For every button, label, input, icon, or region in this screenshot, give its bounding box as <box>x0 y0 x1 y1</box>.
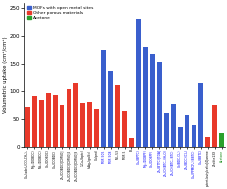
Bar <box>45 93 50 147</box>
Bar <box>52 95 57 147</box>
Bar <box>59 105 64 147</box>
Bar <box>205 137 209 147</box>
Bar <box>170 104 175 147</box>
Bar <box>184 115 189 147</box>
Bar <box>122 111 126 147</box>
Bar <box>156 62 161 147</box>
Bar <box>87 102 92 147</box>
Bar <box>135 19 140 147</box>
Bar <box>73 83 78 147</box>
Bar <box>101 50 106 147</box>
Bar <box>66 89 71 147</box>
Legend: MOFs with open metal sites, Other porous materials, Acetone: MOFs with open metal sites, Other porous… <box>26 5 94 21</box>
Bar <box>25 107 30 147</box>
Bar <box>39 100 43 147</box>
Bar <box>163 113 168 147</box>
Bar <box>177 127 182 147</box>
Bar <box>198 83 202 147</box>
Bar <box>32 96 37 147</box>
Bar <box>191 125 195 147</box>
Bar <box>142 46 147 147</box>
Bar <box>108 71 113 147</box>
Bar <box>149 54 154 147</box>
Bar <box>94 108 99 147</box>
Bar <box>218 133 223 147</box>
Bar <box>115 85 119 147</box>
Y-axis label: Volumetric uptake (cm³/cm³): Volumetric uptake (cm³/cm³) <box>3 36 8 113</box>
Bar <box>128 138 133 147</box>
Bar <box>211 105 216 147</box>
Bar <box>80 103 85 147</box>
